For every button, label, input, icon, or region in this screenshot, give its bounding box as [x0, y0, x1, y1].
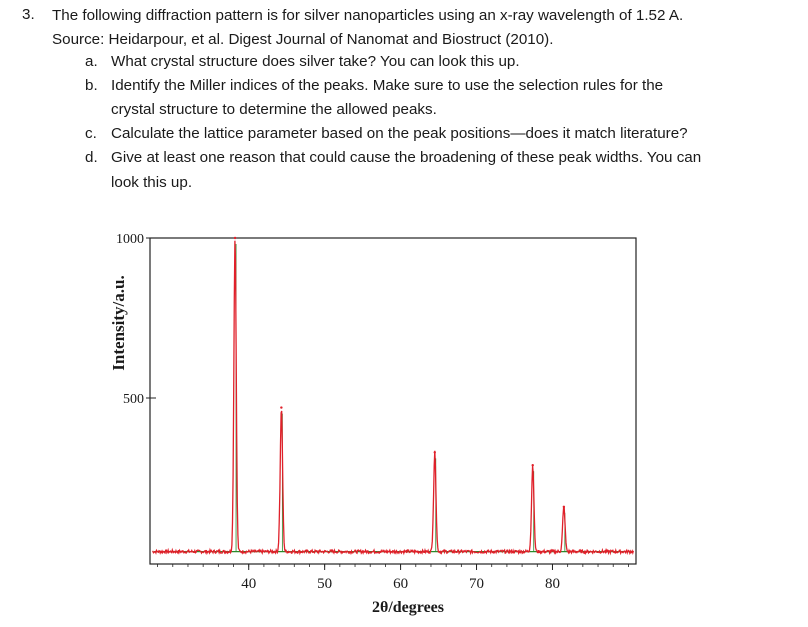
part-d-marker: d. — [85, 149, 98, 166]
part-c-text: Calculate the lattice parameter based on… — [111, 125, 688, 142]
fit-curve-layer — [153, 244, 633, 553]
plot-frame — [149, 237, 637, 565]
axis-ticks: 40 50 60 70 80 500 1000 — [116, 232, 629, 592]
part-b-text-line1: Identify the Miller indices of the peaks… — [111, 77, 664, 94]
peak-point — [233, 236, 237, 240]
peak-point — [562, 505, 566, 508]
question-number: 3. — [22, 6, 35, 23]
peak-point — [280, 406, 283, 409]
x-tick-label: 40 — [241, 576, 256, 592]
y-tick-label: 500 — [123, 392, 144, 407]
x-tick-label: 70 — [469, 576, 484, 592]
question-intro-line: The following diffraction pattern is for… — [52, 7, 684, 24]
peak-point — [531, 464, 534, 467]
question-source-line: Source: Heidarpour, et al. Digest Journa… — [52, 31, 554, 48]
y-axis-label: Intensity/a.u. — [109, 275, 128, 370]
x-tick-label: 50 — [317, 576, 332, 592]
part-a-marker: a. — [85, 53, 98, 70]
series-layer — [152, 236, 635, 556]
peak-point — [433, 451, 436, 454]
part-b-marker: b. — [85, 77, 98, 94]
x-tick-label: 80 — [545, 576, 560, 592]
y-tick-label: 1000 — [116, 232, 144, 247]
part-b-text-line2: crystal structure to determine the allow… — [111, 101, 437, 118]
part-d-text-line1: Give at least one reason that could caus… — [111, 149, 702, 166]
x-tick-label: 60 — [393, 576, 408, 592]
part-d-text-line2: look this up. — [111, 174, 193, 191]
x-axis-label: 2θ/degrees — [372, 599, 444, 616]
series-line — [152, 240, 635, 556]
part-a-text: What crystal structure does silver take?… — [111, 53, 520, 70]
part-c-marker: c. — [85, 125, 97, 142]
